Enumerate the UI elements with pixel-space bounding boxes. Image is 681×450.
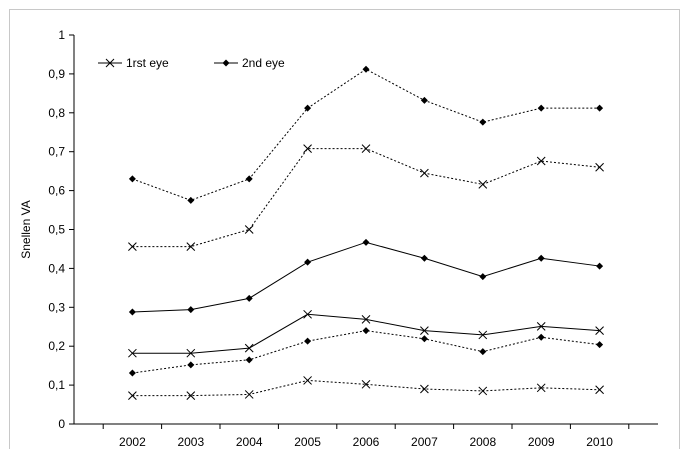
y-tick-label: 0,6: [48, 184, 65, 198]
x-tick-label: 2002: [119, 435, 146, 449]
x-tick-label: 2010: [586, 435, 613, 449]
series-5: [128, 327, 604, 377]
series-layer: [128, 65, 604, 400]
legend-x-marker: [105, 58, 115, 68]
data-point-x-marker: [536, 322, 546, 331]
series-line: [132, 68, 600, 201]
legend-diamond-marker: [222, 59, 230, 67]
data-point-x-marker: [128, 391, 137, 400]
chart-legend: 1rst eye 2nd eye: [98, 56, 285, 70]
legend-item: 2nd eye: [214, 56, 285, 70]
x-tick-label: 2008: [469, 435, 496, 449]
series-6: [128, 376, 604, 400]
series-3: [128, 238, 604, 316]
data-point-diamond-marker: [537, 104, 545, 112]
data-point-diamond-marker: [479, 273, 487, 281]
x-tick-label: 2009: [528, 435, 555, 449]
y-tick-label: 0,7: [48, 145, 65, 159]
data-point-x-marker: [595, 385, 604, 395]
data-point-diamond-marker: [596, 341, 604, 349]
data-point-diamond-marker: [128, 369, 136, 377]
data-point-diamond-marker: [479, 118, 487, 126]
series-line: [132, 330, 600, 374]
data-point-diamond-marker: [479, 348, 487, 356]
data-point-x-marker: [420, 168, 429, 178]
series-line: [132, 241, 600, 313]
data-point-x-marker: [186, 348, 196, 358]
data-point-x-marker: [536, 156, 546, 166]
x-tick-label: 2005: [294, 435, 321, 449]
chart-axes: [69, 34, 658, 429]
data-point-x-marker: [361, 315, 371, 324]
data-point-x-marker: [420, 326, 429, 335]
data-point-x-marker: [303, 309, 312, 319]
data-point-x-marker: [478, 330, 488, 340]
data-point-diamond-marker: [596, 104, 604, 112]
x-tick-labels: 2002 2003 2004 2005 2006 2007 2008 2009 2010: [119, 435, 613, 449]
series-4: [128, 309, 604, 358]
data-point-diamond-marker: [245, 356, 253, 364]
data-point-x-marker: [478, 386, 488, 396]
data-point-diamond-marker: [537, 254, 545, 262]
data-point-diamond-marker: [537, 333, 545, 341]
y-tick-label: 0,8: [48, 106, 65, 120]
data-point-x-marker: [186, 242, 196, 251]
series-line: [132, 148, 600, 248]
data-point-diamond-marker: [187, 306, 195, 314]
data-point-diamond-marker: [245, 175, 253, 183]
data-point-x-marker: [303, 376, 312, 385]
data-point-x-marker: [420, 384, 429, 394]
legend-label: 2nd eye: [242, 56, 285, 70]
y-tick-label: 0: [58, 417, 65, 431]
data-point-diamond-marker: [362, 238, 370, 246]
y-tick-label: 0,4: [48, 261, 65, 275]
data-point-diamond-marker: [362, 65, 370, 73]
y-axis-title: Snellen VA: [19, 200, 33, 258]
data-point-x-marker: [361, 144, 371, 153]
data-point-diamond-marker: [420, 96, 428, 104]
data-point-diamond-marker: [187, 361, 195, 369]
y-tick-label: 0,5: [48, 223, 65, 237]
series-2: [128, 144, 604, 251]
y-tick-labels: 0 0,1 0,2 0,3 0,4 0,5 0,6 0,7 0,8 0,9 1: [48, 28, 65, 431]
y-tick-label: 0,3: [48, 300, 65, 314]
data-point-diamond-marker: [304, 258, 312, 266]
data-point-x-marker: [478, 180, 488, 189]
x-tick-label: 2007: [411, 435, 438, 449]
data-point-x-marker: [186, 391, 196, 400]
data-point-x-marker: [361, 379, 371, 389]
data-point-diamond-marker: [245, 294, 253, 302]
data-point-x-marker: [244, 390, 254, 399]
x-tick-label: 2004: [236, 435, 263, 449]
data-point-diamond-marker: [304, 337, 312, 345]
data-point-x-marker: [244, 225, 254, 234]
data-point-diamond-marker: [128, 308, 136, 316]
data-point-diamond-marker: [128, 175, 136, 183]
data-point-x-marker: [128, 242, 137, 251]
data-point-x-marker: [244, 343, 254, 353]
y-tick-label: 0,9: [48, 67, 65, 81]
chart-frame: [9, 9, 680, 449]
data-point-diamond-marker: [304, 104, 312, 112]
data-point-x-marker: [536, 383, 546, 393]
data-point-diamond-marker: [362, 327, 370, 335]
data-point-x-marker: [595, 326, 604, 335]
series-1: [128, 65, 604, 204]
y-tick-label: 0,1: [48, 378, 65, 392]
x-tick-label: 2006: [353, 435, 380, 449]
y-tick-label: 1: [58, 28, 65, 42]
x-tick-label: 2003: [177, 435, 204, 449]
series-line: [132, 379, 600, 397]
data-point-x-marker: [303, 144, 312, 153]
legend-label: 1rst eye: [126, 56, 169, 70]
data-point-x-marker: [128, 348, 137, 358]
data-point-diamond-marker: [187, 196, 195, 204]
data-point-diamond-marker: [596, 262, 604, 270]
y-tick-label: 0,2: [48, 339, 65, 353]
legend-item: 1rst eye: [98, 56, 169, 70]
data-point-diamond-marker: [420, 335, 428, 343]
data-point-x-marker: [595, 162, 604, 172]
data-point-diamond-marker: [420, 254, 428, 262]
